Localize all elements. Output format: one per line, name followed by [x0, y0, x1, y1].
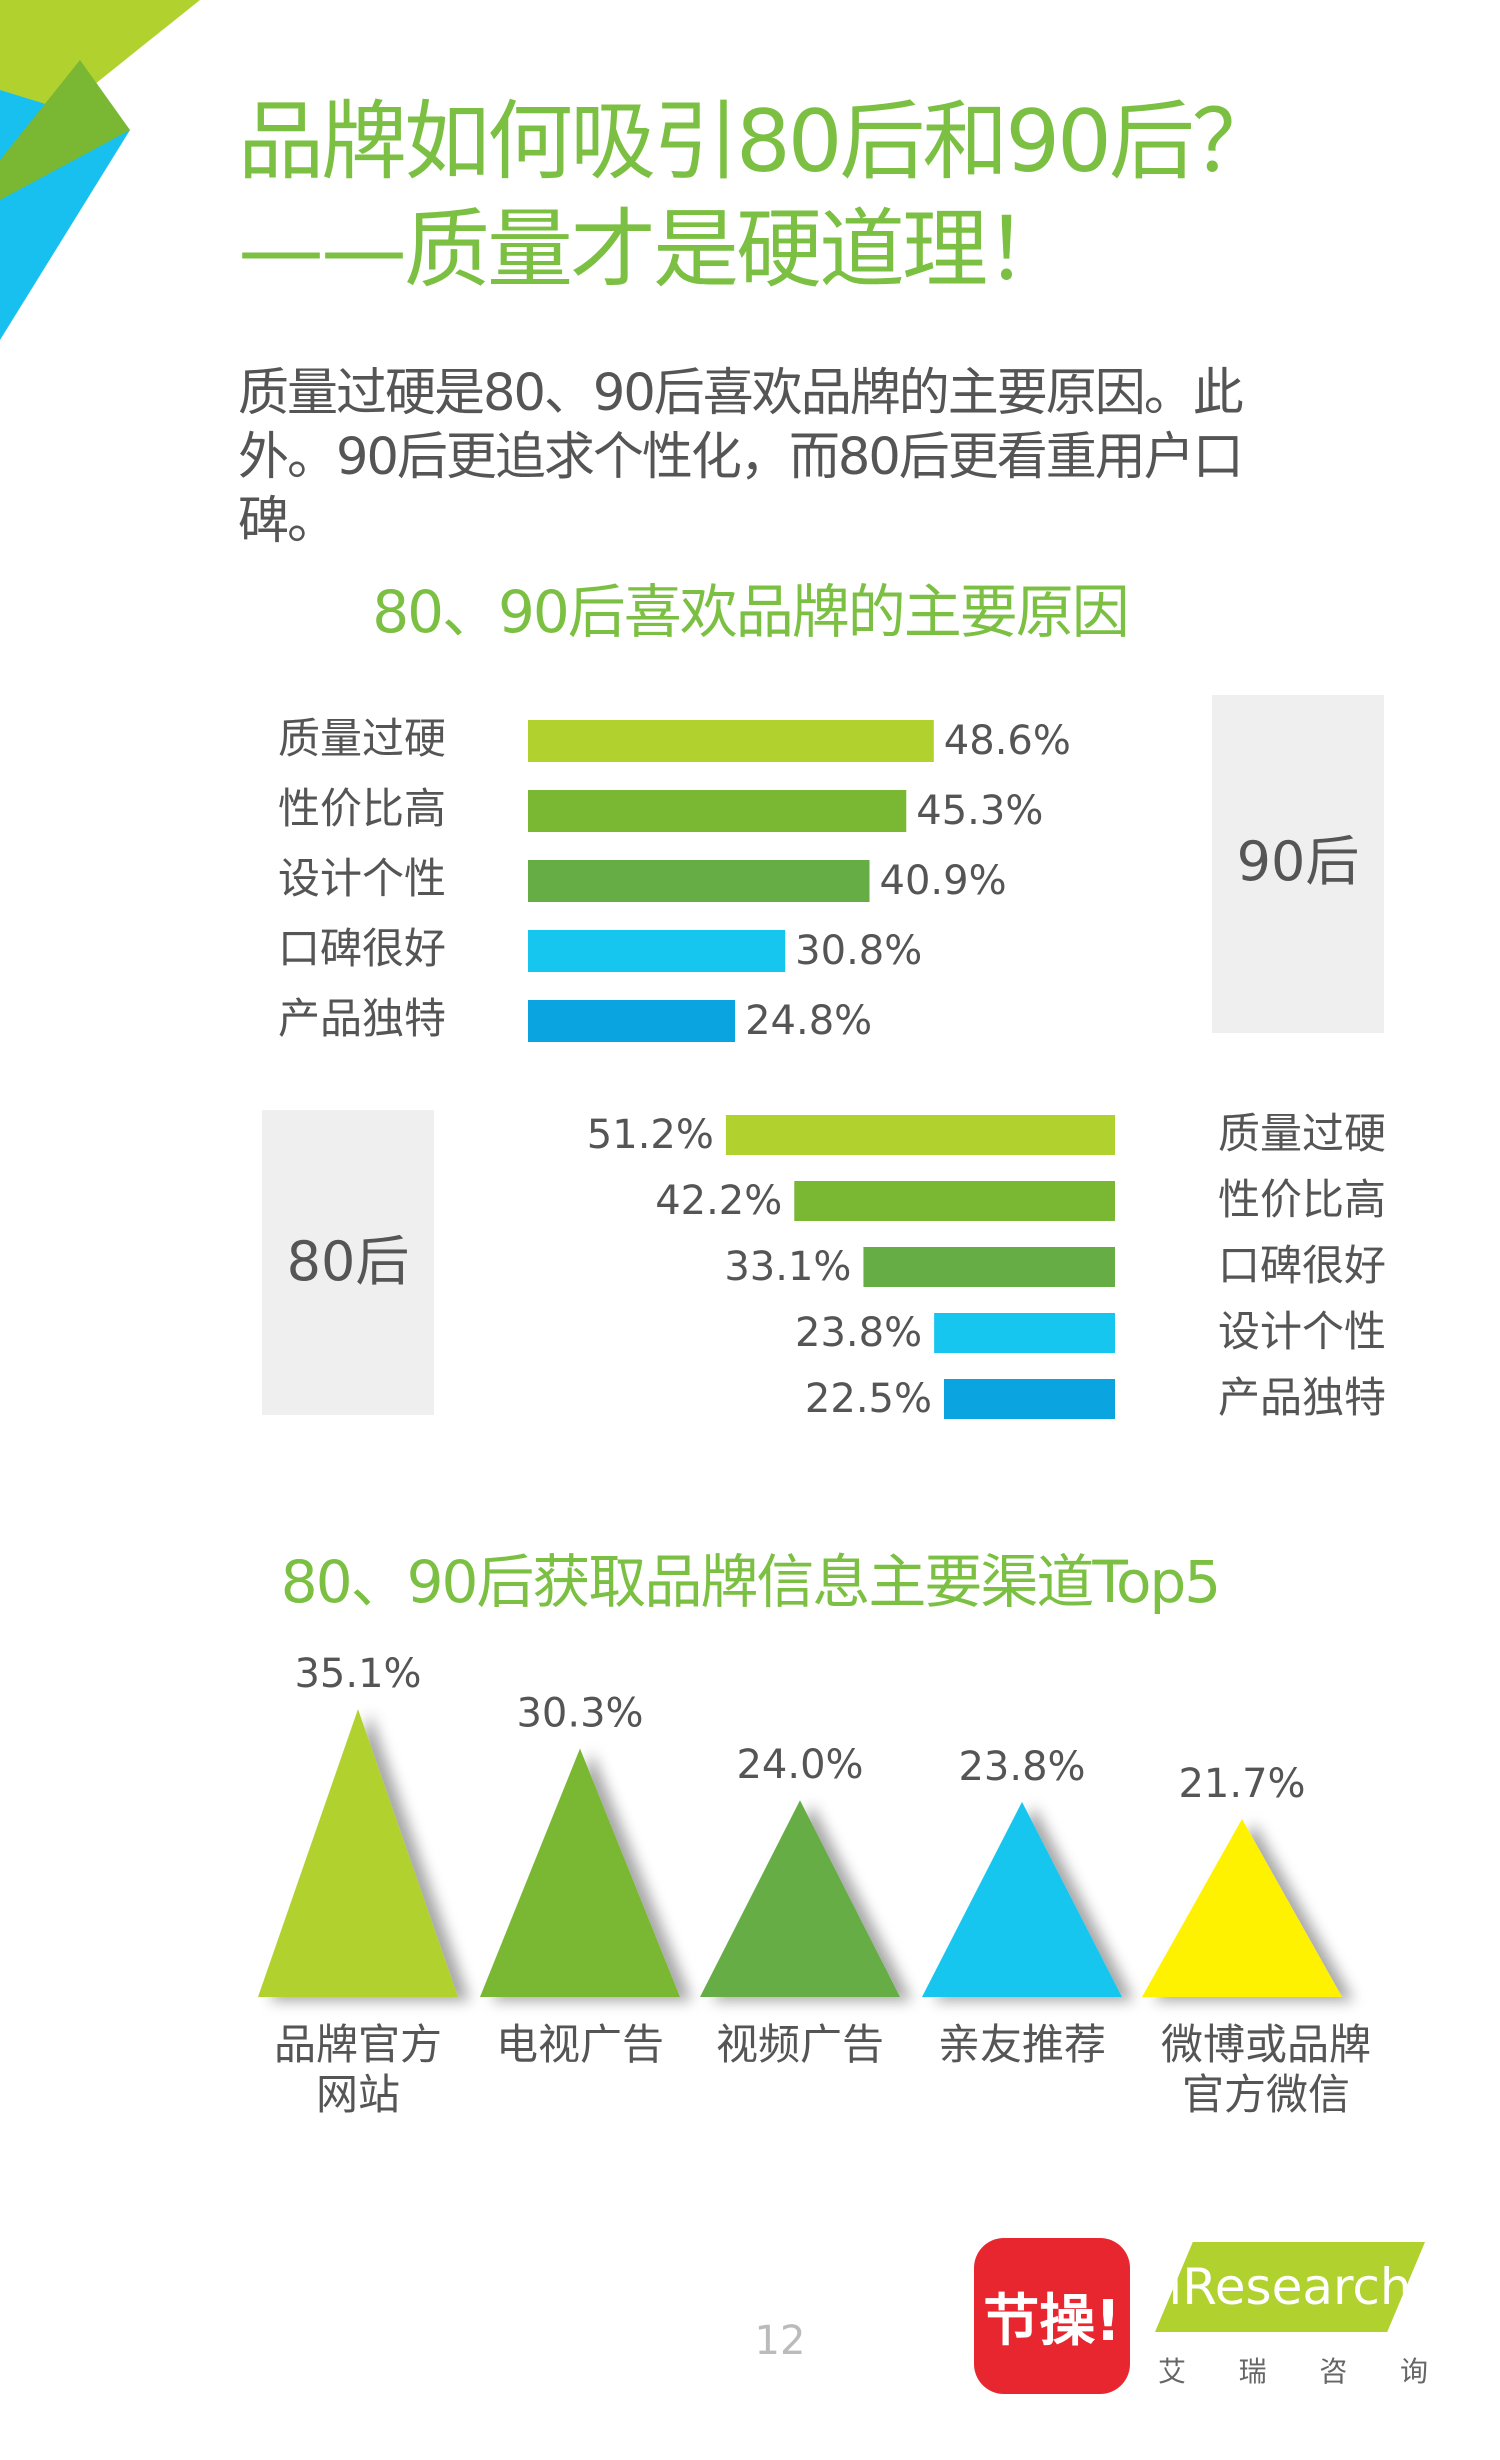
channel-value-label: 21.7% — [1178, 1761, 1305, 1807]
iresearch-logo: iResearch — [1155, 2242, 1425, 2332]
iresearch-sub-char: 询 — [1399, 2355, 1428, 2388]
category-label-90: 设计个性 — [278, 854, 446, 903]
iresearch-sub-char: 瑞 — [1238, 2355, 1267, 2388]
group-panel-90 — [1212, 695, 1384, 1033]
channel-value-label: 30.3% — [516, 1691, 643, 1737]
value-label-80: 22.5% — [805, 1376, 932, 1422]
channel-category-label: 视频广告 — [716, 2020, 884, 2069]
iresearch-sub-char: 咨 — [1319, 2355, 1348, 2388]
category-label-80: 产品独特 — [1218, 1373, 1386, 1422]
channel-category-label: 亲友推荐 — [938, 2020, 1106, 2069]
channel-category-label: 电视广告 — [496, 2020, 664, 2069]
bar-80 — [944, 1379, 1115, 1419]
channel-category-label: 微博或品牌 — [1161, 2020, 1371, 2069]
reasons-chart-title: 80、90后喜欢品牌的主要原因 — [372, 578, 1130, 646]
value-label-90: 30.8% — [795, 928, 922, 974]
channel-value-label: 24.0% — [736, 1742, 863, 1788]
intro-paragraph: 质量过硬是80、90后喜欢品牌的主要原因。此外。90后更追求个性化，而80后更看… — [238, 364, 1244, 551]
bar-80 — [794, 1181, 1115, 1221]
bar-90 — [528, 1000, 736, 1042]
value-label-80: 23.8% — [795, 1310, 922, 1356]
value-label-90: 48.6% — [944, 718, 1071, 764]
jiecao-logo: 节操! — [974, 2238, 1130, 2394]
page-title-line2: ——质量才是硬道理！ — [238, 200, 1071, 300]
bar-90 — [528, 930, 786, 972]
channel-triangle — [922, 1801, 1122, 1997]
channel-triangle — [1142, 1819, 1342, 1997]
category-label-80: 设计个性 — [1218, 1307, 1386, 1356]
iresearch-sub-char: 艾 — [1158, 2355, 1187, 2388]
value-label-80: 51.2% — [587, 1112, 714, 1158]
page-number: 12 — [754, 2318, 806, 2364]
channel-triangle — [700, 1800, 900, 1997]
group-label-90: 90后 — [1237, 830, 1360, 893]
value-label-80: 33.1% — [724, 1244, 851, 1290]
value-label-90: 24.8% — [745, 998, 872, 1044]
category-label-90: 性价比高 — [278, 784, 446, 833]
bar-90 — [528, 790, 907, 832]
category-label-90: 口碑很好 — [278, 924, 446, 973]
iresearch-subtitle: 艾 瑞 咨 询 — [1158, 2350, 1428, 2390]
channel-category-label: 官方微信 — [1182, 2070, 1350, 2119]
bar-80 — [725, 1115, 1115, 1155]
group-panel-80 — [262, 1110, 434, 1415]
category-label-90: 质量过硬 — [278, 714, 446, 763]
category-label-90: 产品独特 — [278, 994, 446, 1043]
group-label-80: 80后 — [287, 1230, 410, 1293]
bar-90 — [528, 720, 934, 762]
bar-90 — [528, 860, 870, 902]
corner-decoration — [0, 0, 200, 340]
channel-triangle — [480, 1748, 680, 1997]
category-label-80: 性价比高 — [1218, 1175, 1386, 1224]
page-title: 品牌如何吸引80后和90后？ ——质量才是硬道理！ — [238, 88, 1418, 304]
value-label-80: 42.2% — [655, 1178, 782, 1224]
category-label-80: 口碑很好 — [1218, 1241, 1386, 1290]
bar-80 — [863, 1247, 1115, 1287]
bar-80 — [934, 1313, 1115, 1353]
channel-triangle — [258, 1709, 458, 1997]
channel-value-label: 35.1% — [294, 1651, 421, 1697]
value-label-90: 40.9% — [880, 858, 1007, 904]
channels-chart-title: 80、90后获取品牌信息主要渠道Top5 — [280, 1548, 1221, 1616]
channel-value-label: 23.8% — [958, 1744, 1085, 1790]
category-label-80: 质量过硬 — [1218, 1109, 1386, 1158]
value-label-90: 45.3% — [916, 788, 1043, 834]
channel-category-label: 品牌官方 — [274, 2020, 442, 2069]
page-title-line1: 品牌如何吸引80后和90后？ — [238, 92, 1278, 192]
channel-category-label: 网站 — [316, 2070, 400, 2119]
